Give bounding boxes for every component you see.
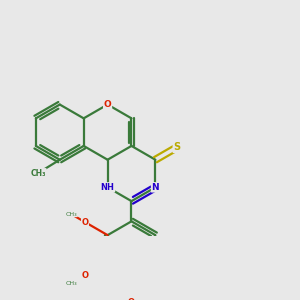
Text: NH: NH — [100, 183, 115, 192]
Text: CH₃: CH₃ — [31, 169, 46, 178]
Text: S: S — [173, 142, 181, 152]
Text: O: O — [128, 298, 135, 300]
Text: CH₃: CH₃ — [66, 281, 77, 286]
Text: O: O — [104, 100, 112, 109]
Text: N: N — [152, 183, 159, 192]
Text: CH₃: CH₃ — [66, 212, 77, 217]
Text: O: O — [82, 218, 88, 226]
Text: O: O — [82, 271, 88, 280]
